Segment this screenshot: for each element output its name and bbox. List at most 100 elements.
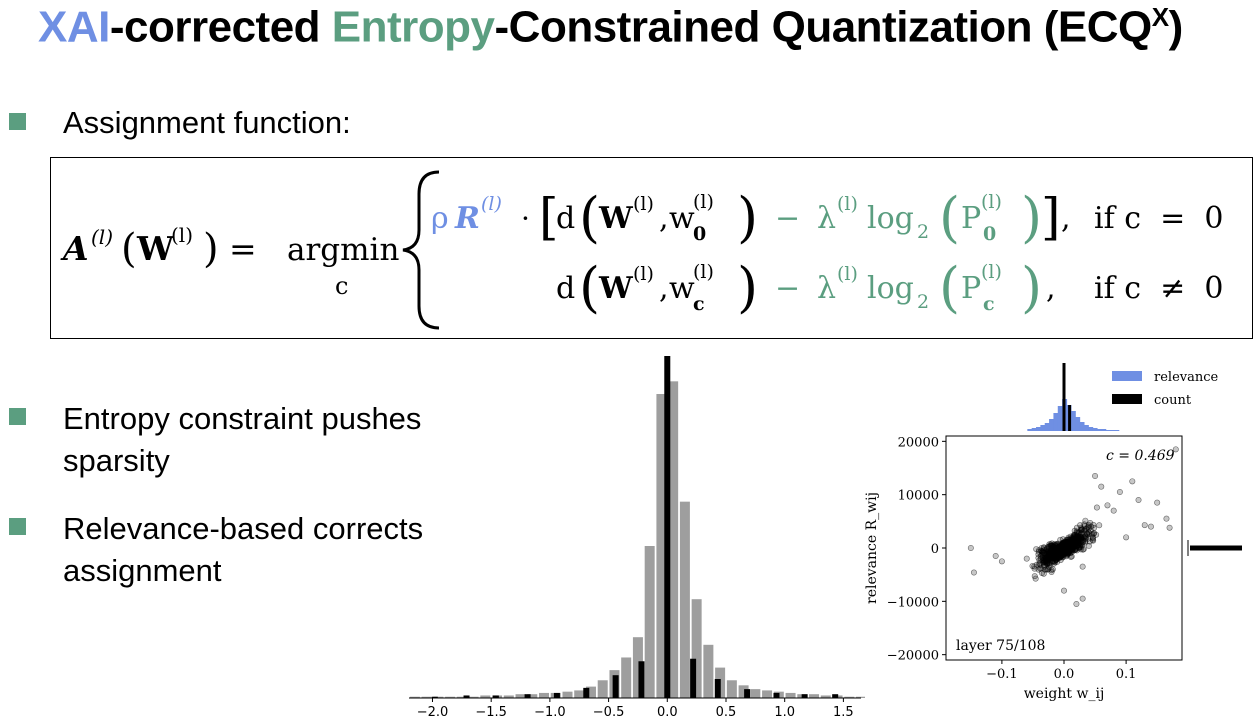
histogram-gray-bar (632, 637, 643, 698)
histogram-gray-bar (809, 694, 820, 698)
bullet-relevance-line1: Relevance-based corrects (63, 511, 424, 546)
histogram-x-tick-label: −2.0 (417, 705, 449, 720)
scatter-point (1091, 530, 1098, 537)
histogram-gray-bar (668, 381, 679, 698)
scatter-point (1147, 523, 1154, 530)
scatter-point (1141, 522, 1148, 529)
scatter-y-tick-label: −20000 (887, 649, 939, 664)
formula-comma-r1: , (1061, 201, 1071, 236)
histogram-x-tick-label: 0.5 (716, 705, 737, 720)
scatter-point (1096, 522, 1103, 529)
formula-lparen: ( (121, 226, 137, 272)
scatter-y-tick-label: −10000 (887, 595, 939, 610)
histogram-gray-bar (456, 696, 467, 698)
marginal-relevance-bar (1109, 430, 1115, 431)
formula-d2: d (556, 271, 575, 306)
marginal-relevance-bar (1096, 429, 1102, 431)
scatter-point (992, 553, 999, 560)
scatter-point (1052, 542, 1059, 549)
marginal-relevance-bar (1053, 413, 1059, 431)
formula-lambda1-sup: (l) (837, 193, 858, 215)
formula-w2-sup: (l) (693, 261, 714, 283)
marginal-count-bar (1068, 405, 1072, 431)
marginal-relevance-bar (1049, 419, 1055, 431)
histogram-x-tick-label: 1.0 (774, 705, 795, 720)
scatter-point (1081, 527, 1088, 534)
histogram-gray-bar (738, 685, 749, 698)
formula-w2-sub: c (693, 293, 705, 315)
scatter-point (1098, 483, 1105, 490)
formula-rho: ρ (431, 201, 449, 236)
histogram-black-bar (801, 694, 808, 698)
scatter-point (967, 545, 974, 552)
scatter-correlation-annotation: c = 0.469 (1106, 448, 1175, 464)
formula-P1-sub: 0 (983, 223, 996, 245)
scatter-point (1116, 489, 1123, 496)
scatter-point (1092, 473, 1099, 480)
formula-rparen2: ) (737, 256, 758, 319)
formula-comma1: , (659, 201, 669, 236)
scatter-point (1048, 569, 1055, 576)
formula-W2-sup: (l) (633, 263, 654, 285)
histogram-gray-bar (644, 546, 655, 698)
histogram-gray-bar (726, 680, 737, 698)
histogram-gray-bar (597, 680, 608, 698)
scatter-point (1078, 526, 1085, 533)
marginal-relevance-bar (1036, 427, 1042, 431)
formula-P2-sub: c (983, 293, 995, 315)
formula-cond1: if c = 0 (1094, 201, 1223, 236)
formula-box: A (l) ( W (l) ) = argmin c ρ R (l) · [ d… (50, 157, 1253, 339)
histogram-black-bar (690, 658, 697, 698)
marginal-relevance-bar (1070, 411, 1076, 431)
marginal-relevance-bar (1031, 428, 1037, 431)
formula-rparen1b: ) (1021, 186, 1042, 249)
scatter-y-axis-label: relevance R_wij (864, 492, 880, 604)
formula-R-sup: (l) (481, 193, 502, 215)
histogram-black-bar (638, 661, 645, 698)
formula-rparen: ) (203, 226, 219, 272)
histogram-gray-bar (621, 657, 632, 698)
formula-W2: W (598, 271, 634, 306)
marginal-relevance-bar (1079, 422, 1085, 431)
formula-equals: = (229, 229, 257, 268)
formula-log2-sub: 2 (917, 291, 929, 313)
formula-P1: P (961, 201, 981, 236)
marginal-relevance-bar (1083, 425, 1089, 431)
scatter-x-tick-label: −0.1 (986, 667, 1018, 682)
marginal-relevance-bar (1075, 417, 1081, 431)
formula-rbracket: ] (1041, 188, 1061, 246)
formula-svg: A (l) ( W (l) ) = argmin c ρ R (l) · [ d… (60, 170, 1223, 330)
bullet-entropy-line2: sparsity (63, 443, 170, 478)
formula-P2: P (961, 271, 981, 306)
scatter-point (1051, 547, 1058, 554)
formula-comma-r2: , (1046, 271, 1056, 306)
histogram-x-tick-label: 1.5 (833, 705, 854, 720)
bullet-entropy-text: Entropy constraint pushes sparsity (63, 398, 421, 482)
formula-cond2: if c ≠ 0 (1094, 271, 1223, 306)
histogram-x-tick-label: −0.5 (593, 705, 625, 720)
histogram-x-tick-label: −1.0 (534, 705, 566, 720)
histogram-black-bar (431, 696, 438, 698)
formula-d1: d (556, 201, 575, 236)
scatter-point (1065, 541, 1072, 548)
scatter-point (1104, 502, 1111, 509)
marginal-relevance-bar (1027, 429, 1033, 431)
scatter-svg: relevance count −0.1 0.0 0.1 20000 10000 0 −1000… (864, 363, 1242, 702)
histogram-gray-bar (468, 696, 479, 698)
scatter-point (1032, 575, 1039, 582)
scatter-x-tick-label: 0.1 (1116, 667, 1137, 682)
legend-count-swatch (1112, 394, 1142, 404)
scatter-point (1081, 521, 1088, 528)
formula-comma2: , (659, 271, 669, 306)
histogram-gray-bar (539, 692, 550, 698)
formula-lambda2: λ (817, 271, 836, 306)
bullet-square-icon (9, 518, 26, 535)
histogram-gray-bar (562, 691, 573, 698)
scatter-point (1035, 554, 1042, 561)
formula-argmin: argmin (287, 232, 399, 268)
title-rest: -Constrained Quantization (ECQ (494, 2, 1153, 52)
scatter-point (1087, 519, 1094, 526)
marginal-relevance-bar (1101, 429, 1107, 431)
formula-log1: log (867, 201, 914, 236)
scatter-point (1154, 499, 1161, 506)
